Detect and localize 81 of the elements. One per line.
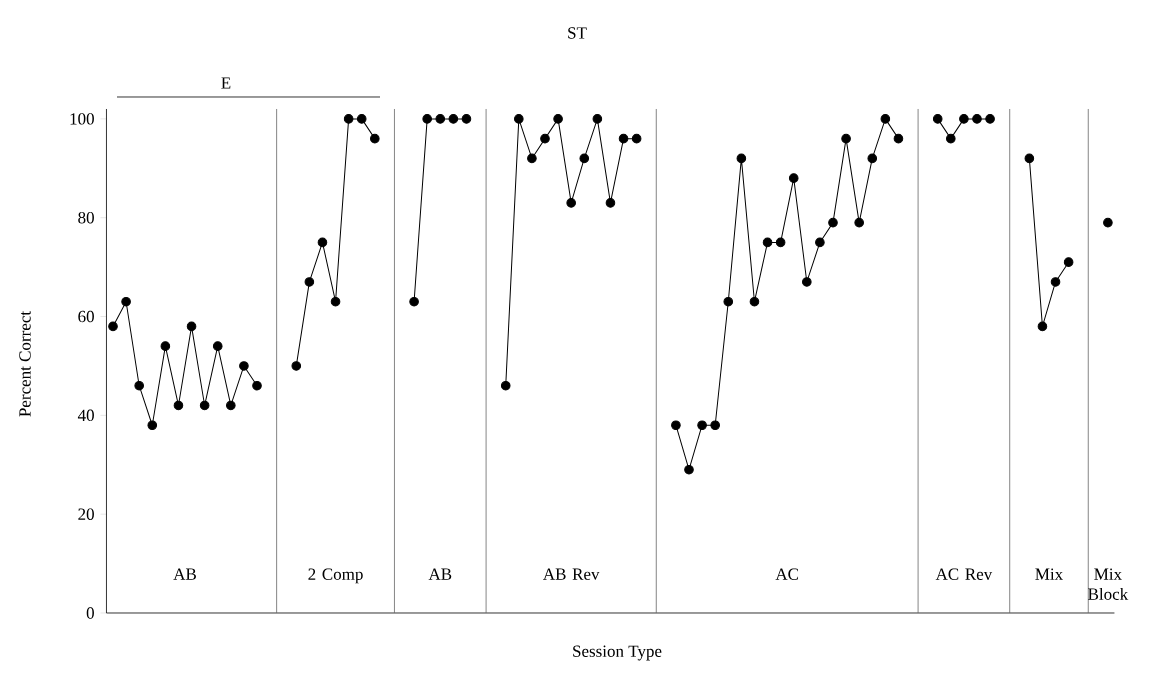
point (461, 114, 472, 124)
point (1037, 321, 1048, 332)
point (723, 296, 734, 307)
point (212, 341, 223, 351)
point (880, 114, 891, 124)
point (527, 153, 537, 164)
point (1103, 217, 1113, 228)
point (762, 237, 773, 248)
point (252, 380, 262, 391)
point (226, 400, 236, 411)
annotation: AC Rev (935, 568, 993, 580)
point (239, 361, 249, 371)
point (199, 400, 210, 411)
x-axis-title: Session Type (573, 645, 662, 661)
point (500, 380, 511, 391)
point (605, 198, 616, 208)
point (317, 237, 328, 248)
point (343, 114, 354, 124)
point (697, 420, 707, 431)
point (448, 114, 459, 124)
point (671, 420, 681, 431)
text: E (221, 77, 231, 89)
y-tick-label: 40 (77, 409, 94, 422)
point (932, 114, 943, 124)
point (736, 153, 747, 164)
annotation: Mix (1035, 568, 1063, 580)
point (631, 133, 642, 144)
point (841, 133, 851, 144)
point (579, 153, 590, 164)
annotation: AB (428, 568, 452, 580)
point (867, 153, 878, 164)
point (749, 296, 760, 307)
annotation: 2 Comp (308, 568, 363, 584)
point (173, 400, 184, 411)
point (618, 133, 629, 144)
point (972, 114, 982, 124)
annotation: Mix Block (1088, 568, 1129, 600)
point (435, 114, 446, 124)
point (985, 114, 995, 124)
annotation: AB Rev (543, 568, 600, 580)
point (553, 114, 563, 124)
point (775, 237, 786, 248)
point (370, 133, 380, 144)
point (134, 380, 144, 391)
y-tick-label: 0 (86, 607, 94, 619)
point (710, 420, 720, 431)
point (304, 277, 315, 287)
point (684, 464, 694, 475)
point (186, 321, 197, 332)
point (121, 296, 131, 307)
point (291, 361, 302, 371)
point (959, 114, 969, 124)
point (514, 114, 524, 124)
point (108, 321, 118, 332)
y-tick-label: 20 (78, 508, 94, 520)
point (330, 296, 341, 307)
point (788, 173, 799, 183)
point (422, 114, 432, 124)
y-tick-label: 100 (70, 113, 94, 125)
point (893, 133, 904, 144)
point (409, 296, 419, 307)
point (566, 198, 576, 208)
point (828, 217, 838, 228)
point (1063, 257, 1074, 267)
point (160, 341, 171, 351)
annotation: AC (775, 568, 799, 580)
point (147, 420, 158, 431)
point (815, 237, 825, 248)
annotation: AB (173, 568, 196, 580)
point (1024, 153, 1035, 164)
point (592, 114, 603, 124)
y-axis-title: Percent Correct (19, 310, 31, 417)
point (946, 133, 956, 144)
chart-title: ST (568, 27, 587, 39)
point (854, 217, 864, 228)
y-tick-label: 80 (78, 211, 94, 224)
point (802, 277, 812, 287)
y-tick-label: 60 (78, 310, 94, 323)
point (1050, 277, 1061, 287)
point (540, 133, 550, 144)
point (356, 114, 367, 124)
